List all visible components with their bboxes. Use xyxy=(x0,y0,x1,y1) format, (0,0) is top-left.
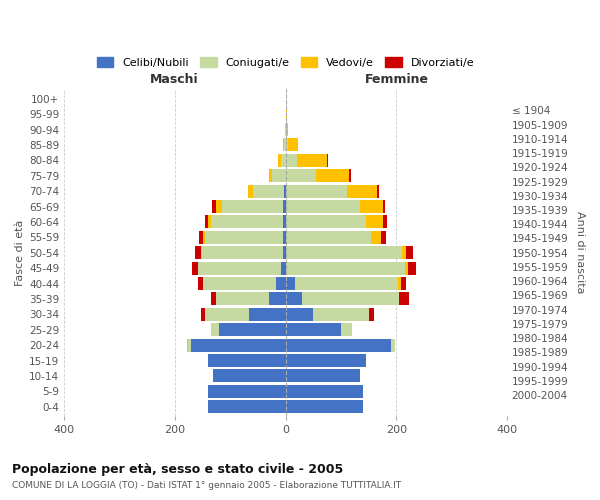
Bar xyxy=(278,154,281,167)
Y-axis label: Fasce di età: Fasce di età xyxy=(15,220,25,286)
Bar xyxy=(283,246,286,260)
Bar xyxy=(269,169,272,182)
Bar xyxy=(402,246,406,260)
Bar xyxy=(195,246,200,260)
Bar xyxy=(216,200,221,213)
Legend: Celibi/Nubili, Coniugati/e, Vedovi/e, Divorziati/e: Celibi/Nubili, Coniugati/e, Vedovi/e, Di… xyxy=(92,52,479,72)
Bar xyxy=(250,308,286,321)
Bar xyxy=(366,216,383,228)
Bar xyxy=(295,277,398,290)
Bar xyxy=(391,338,395,351)
Bar xyxy=(221,200,283,213)
Bar xyxy=(214,370,286,382)
Bar xyxy=(286,323,341,336)
Bar xyxy=(286,169,316,182)
Bar xyxy=(286,231,371,244)
Bar xyxy=(253,184,284,198)
Bar xyxy=(286,292,302,306)
Bar xyxy=(199,231,203,244)
Bar xyxy=(211,323,219,336)
Bar xyxy=(208,216,211,228)
Bar xyxy=(399,292,409,306)
Bar xyxy=(286,123,287,136)
Text: Femmine: Femmine xyxy=(364,74,428,86)
Bar xyxy=(398,277,401,290)
Bar xyxy=(286,400,363,413)
Bar xyxy=(382,231,386,244)
Bar xyxy=(302,292,399,306)
Bar xyxy=(208,400,286,413)
Bar xyxy=(205,308,250,321)
Bar xyxy=(191,338,286,351)
Bar xyxy=(275,277,286,290)
Bar xyxy=(313,308,369,321)
Bar xyxy=(192,262,198,274)
Bar xyxy=(216,292,269,306)
Bar xyxy=(286,154,296,167)
Bar xyxy=(286,277,295,290)
Bar xyxy=(212,200,216,213)
Bar xyxy=(286,262,405,274)
Bar xyxy=(283,200,286,213)
Bar xyxy=(211,292,216,306)
Text: Maschi: Maschi xyxy=(150,74,199,86)
Bar xyxy=(349,169,351,182)
Bar xyxy=(407,262,416,274)
Bar xyxy=(208,385,286,398)
Bar xyxy=(187,338,188,351)
Bar xyxy=(281,154,286,167)
Bar xyxy=(327,154,328,167)
Bar xyxy=(219,323,286,336)
Bar xyxy=(248,184,253,198)
Bar xyxy=(203,231,205,244)
Bar xyxy=(283,216,286,228)
Bar xyxy=(283,138,284,151)
Bar xyxy=(286,385,363,398)
Bar xyxy=(286,200,361,213)
Bar xyxy=(200,246,202,260)
Bar xyxy=(371,231,382,244)
Bar xyxy=(205,231,283,244)
Bar xyxy=(401,277,406,290)
Bar xyxy=(286,370,361,382)
Text: Popolazione per età, sesso e stato civile - 2005: Popolazione per età, sesso e stato civil… xyxy=(12,462,343,475)
Bar xyxy=(383,216,387,228)
Bar xyxy=(203,277,275,290)
Bar xyxy=(269,292,286,306)
Bar xyxy=(286,246,402,260)
Bar xyxy=(286,216,366,228)
Bar xyxy=(272,169,286,182)
Bar xyxy=(361,200,383,213)
Bar xyxy=(205,216,208,228)
Bar xyxy=(281,262,286,274)
Bar xyxy=(211,216,283,228)
Bar xyxy=(369,308,374,321)
Bar xyxy=(286,308,313,321)
Bar xyxy=(347,184,377,198)
Bar xyxy=(341,323,352,336)
Bar xyxy=(286,338,391,351)
Bar xyxy=(286,354,366,367)
Bar xyxy=(284,184,286,198)
Y-axis label: Anni di nascita: Anni di nascita xyxy=(575,212,585,294)
Bar xyxy=(198,277,203,290)
Bar xyxy=(288,138,298,151)
Bar xyxy=(208,354,286,367)
Text: COMUNE DI LA LOGGIA (TO) - Dati ISTAT 1° gennaio 2005 - Elaborazione TUTTITALIA.: COMUNE DI LA LOGGIA (TO) - Dati ISTAT 1°… xyxy=(12,481,401,490)
Bar xyxy=(316,169,349,182)
Bar xyxy=(286,184,347,198)
Bar xyxy=(284,138,286,151)
Bar xyxy=(296,154,327,167)
Bar xyxy=(286,138,288,151)
Bar xyxy=(377,184,379,198)
Bar xyxy=(283,231,286,244)
Bar xyxy=(383,200,385,213)
Bar xyxy=(405,262,407,274)
Bar xyxy=(202,246,283,260)
Bar xyxy=(198,262,281,274)
Bar xyxy=(188,338,191,351)
Bar xyxy=(406,246,413,260)
Bar xyxy=(200,308,205,321)
Bar xyxy=(287,123,288,136)
